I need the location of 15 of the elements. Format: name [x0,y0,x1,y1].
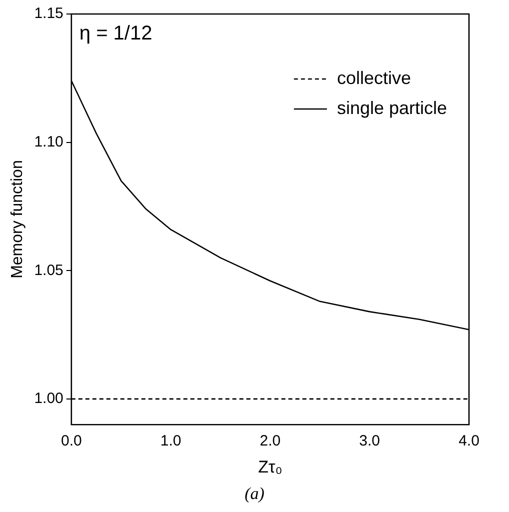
x-axis-title: Zτ₀ [258,457,282,476]
legend-label: collective [336,68,411,88]
annotation: η = 1/12 [79,22,152,45]
x-tick-label: 0.0 [60,432,82,450]
x-tick-label: 4.0 [458,432,480,450]
y-axis-title: Memory function [9,160,26,278]
x-tick-label: 1.0 [160,432,182,450]
y-tick-label: 1.05 [34,262,64,279]
y-tick-label: 1.15 [34,5,64,22]
x-tick-label: 2.0 [260,432,281,450]
text: (a) [244,484,266,504]
y-tick-label: 1.10 [34,133,64,150]
y-tick-label: 1.00 [34,390,64,408]
legend-label: single particle [336,98,448,118]
x-tick-label: 3.0 [359,432,380,450]
